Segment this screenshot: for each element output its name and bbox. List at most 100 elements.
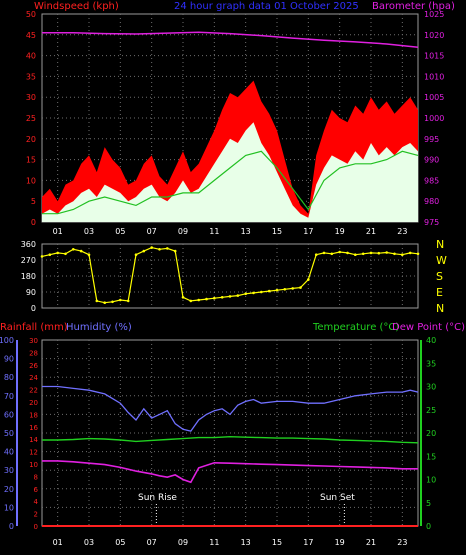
time-axis-tick: 15 [272,227,282,236]
humidity-axis-tick: 30 [4,466,14,475]
direction-point [79,249,83,253]
time-axis-tick: 09 [178,538,188,547]
temperature-axis-tick: 5 [426,499,431,508]
rainfall-axis-tick: 0 [34,523,38,531]
barometer-axis-tick: 1025 [424,10,444,19]
time-axis-tick: 09 [178,227,188,236]
wind-axis-tick: 15 [26,156,36,165]
humidity-axis-tick: 90 [4,355,14,364]
time-axis-tick: 03 [84,538,94,547]
wind-axis-tick: 45 [26,31,36,40]
direction-point [244,292,247,296]
time-axis-tick: 19 [335,538,345,547]
humidity-axis-tick: 20 [4,485,14,494]
direction-point [111,300,114,304]
rainfall-axis-tick: 20 [29,399,38,407]
barometer-axis-tick: 1015 [424,52,444,61]
direction-point [236,294,240,297]
sunrise-annotation: Sun Rise [138,493,177,503]
temperature-axis-tick: 40 [426,336,436,345]
temperature-axis-tick: 10 [426,476,436,485]
time-axis-tick: 17 [303,227,313,236]
time-axis-tick: 13 [241,538,251,547]
time-axis-tick: 07 [147,538,157,547]
humidity-series [42,385,419,432]
direction-point [173,249,177,253]
compass-label: N [436,302,444,315]
time-axis-tick: 23 [397,538,407,547]
direction-point [220,296,224,299]
direction-point [377,251,381,255]
humidity-axis-tick: 40 [4,448,14,457]
direction-point [95,299,99,303]
rainfall-axis-tick: 4 [34,498,39,506]
direction-point [72,248,75,251]
humidity-label: Humidity (%) [66,322,132,333]
direction-point [299,286,302,289]
temperature-axis-tick: 0 [426,522,431,531]
direction-point [64,252,67,256]
barometer-series [42,31,419,49]
direction-axis-tick: 360 [21,240,36,249]
direction-point [142,249,146,253]
time-axis-tick: 17 [303,538,313,547]
direction-point [158,248,161,251]
rainfall-label: Rainfall (mm) [0,322,68,333]
rainfall-axis-tick: 10 [29,461,38,469]
wind-axis-tick: 25 [26,114,36,123]
rainfall-axis-tick: 30 [29,337,38,345]
dewpoint-series [42,460,418,484]
direction-point [338,250,342,254]
compass-label: N [436,238,444,251]
temperature-axis-tick: 20 [426,429,436,438]
humidity-axis-tick: 50 [4,429,14,438]
direction-point [267,289,271,293]
rainfall-axis-tick: 8 [34,473,38,481]
direction-point [134,253,138,256]
rainfall-axis-tick: 18 [29,411,38,419]
average-wind-series [42,150,419,215]
time-axis-tick: 13 [241,227,251,236]
direction-point [126,299,130,303]
direction-point [150,246,153,249]
compass-label: S [436,270,443,283]
temperature-axis-tick: 30 [426,383,436,392]
wind-axis-tick: 20 [26,135,36,144]
compass-label: W [436,254,447,267]
temperature-label: Temperature (°C) [312,322,399,333]
direction-point [393,252,396,256]
rainfall-axis-tick: 26 [29,362,38,370]
time-axis-tick: 23 [397,227,407,236]
direction-point [228,295,232,298]
direction-point [314,253,318,256]
direction-point [48,253,52,256]
sunset-annotation: Sun Set [320,493,355,503]
direction-point [369,251,373,255]
time-axis-tick: 01 [53,227,63,236]
time-axis-tick: 03 [84,227,94,236]
direction-axis-tick: 180 [21,272,36,281]
humidity-axis-tick: 80 [4,373,14,382]
time-axis-tick: 21 [366,538,376,547]
rainfall-axis-tick: 12 [29,449,38,457]
barometer-axis-tick: 1005 [424,93,444,102]
direction-axis-tick: 90 [26,288,36,297]
rainfall-axis-tick: 28 [29,349,38,357]
temperature-axis-tick: 35 [426,359,436,368]
rainfall-axis-tick: 22 [29,387,38,395]
time-axis-tick: 21 [366,227,376,236]
direction-point [416,252,420,256]
windspeed-series [42,122,418,222]
wind-axis-tick: 0 [31,218,36,227]
barometer-axis-tick: 1020 [424,31,444,40]
direction-point [291,287,295,290]
barometer-label: Barometer (hpa) [372,1,455,12]
rainfall-axis-tick: 16 [29,424,38,432]
direction-point [354,253,357,256]
wind-axis-tick: 40 [26,52,36,61]
barometer-axis-tick: 985 [424,176,439,185]
direction-point [205,297,208,301]
direction-point [181,296,185,299]
direction-point [87,253,91,256]
